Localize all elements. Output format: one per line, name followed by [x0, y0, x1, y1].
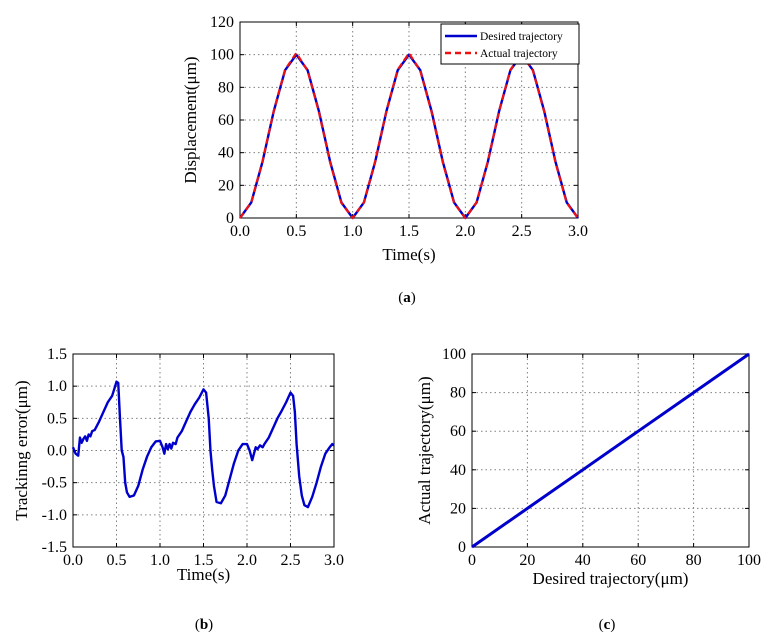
x-tick-label: 1.5 — [399, 223, 419, 240]
x-axis-label: Time(s) — [177, 565, 230, 584]
y-tick-label: 100 — [442, 346, 466, 363]
legend-box — [440, 23, 580, 65]
legend-label: Desired trajectory — [480, 31, 563, 43]
x-tick-label: 0 — [468, 552, 476, 569]
x-tick-label: 1.5 — [194, 552, 214, 569]
series-line-0 — [71, 380, 335, 509]
y-tick-label: 60 — [218, 112, 234, 129]
y-tick-label: 80 — [450, 385, 466, 402]
x-tick-label: 0.0 — [63, 552, 83, 569]
x-tick-label: 2.5 — [281, 552, 301, 569]
legend-label: Actual trajectory — [480, 48, 558, 60]
x-tick-label: 2.5 — [512, 223, 532, 240]
x-axis-label: Desired trajectory(μm) — [533, 569, 689, 588]
y-tick-label: 0 — [226, 210, 234, 227]
y-tick-label: -0.5 — [42, 475, 67, 492]
x-tick-label: 100 — [737, 552, 761, 569]
chart-b: 0.0 0.5 1.0 1.5 2.0 2.5 3.0 -1.5 -1.0 -0.5 0.0 0.5 1… — [12, 346, 344, 633]
x-tick-label: 0.0 — [230, 223, 250, 240]
y-tick-label: 80 — [218, 79, 234, 96]
plot-frame — [471, 353, 750, 548]
y-axis-label: Trackinng error(μm) — [12, 380, 31, 520]
panel-caption: (c) — [599, 617, 616, 633]
y-tick-label: 1.0 — [47, 378, 67, 395]
x-tick-label: 0.5 — [107, 552, 127, 569]
y-tick-label: 60 — [450, 423, 466, 440]
y-tick-label: 40 — [450, 462, 466, 479]
x-tick-label: 2.0 — [237, 552, 257, 569]
x-tick-label: 1.0 — [343, 223, 363, 240]
y-tick-label: 1.5 — [47, 346, 67, 363]
y-tick-label: 0.5 — [47, 410, 67, 427]
y-tick-label: 120 — [210, 14, 234, 31]
x-tick-label: 3.0 — [324, 552, 344, 569]
y-tick-label: 20 — [450, 500, 466, 517]
y-tick-label: -1.0 — [42, 507, 67, 524]
y-tick-label: 20 — [218, 177, 234, 194]
x-tick-label: 0.5 — [286, 223, 306, 240]
x-tick-label: 1.0 — [150, 552, 170, 569]
y-tick-label: -1.5 — [42, 539, 67, 556]
panel-caption: (b) — [195, 617, 213, 633]
x-tick-label: 20 — [519, 552, 535, 569]
y-tick-label: 0 — [458, 539, 466, 556]
x-tick-label: 80 — [686, 552, 702, 569]
y-axis-label: Actual trajectory(μm) — [415, 376, 434, 524]
x-tick-label: 3.0 — [568, 223, 588, 240]
y-tick-label: 100 — [210, 47, 234, 64]
panel-caption: (a) — [398, 290, 416, 306]
x-tick-label: 2.0 — [455, 223, 475, 240]
y-axis-label: Displacement(μm) — [181, 56, 200, 183]
y-tick-label: 0.0 — [47, 443, 67, 460]
series-line-0 — [471, 352, 750, 549]
chart-c: 0 20 40 60 80 100 0 20 40 60 80 100 Desired trajecto… — [415, 346, 761, 633]
x-axis-label: Time(s) — [382, 245, 435, 264]
x-tick-label: 60 — [630, 552, 646, 569]
x-tick-label: 40 — [575, 552, 591, 569]
chart-a: 0.0 0.5 1.0 1.5 2.0 2.5 3.0 0 20 40 60 80 100 120 Time… — [181, 14, 588, 306]
y-tick-label: 40 — [218, 145, 234, 162]
